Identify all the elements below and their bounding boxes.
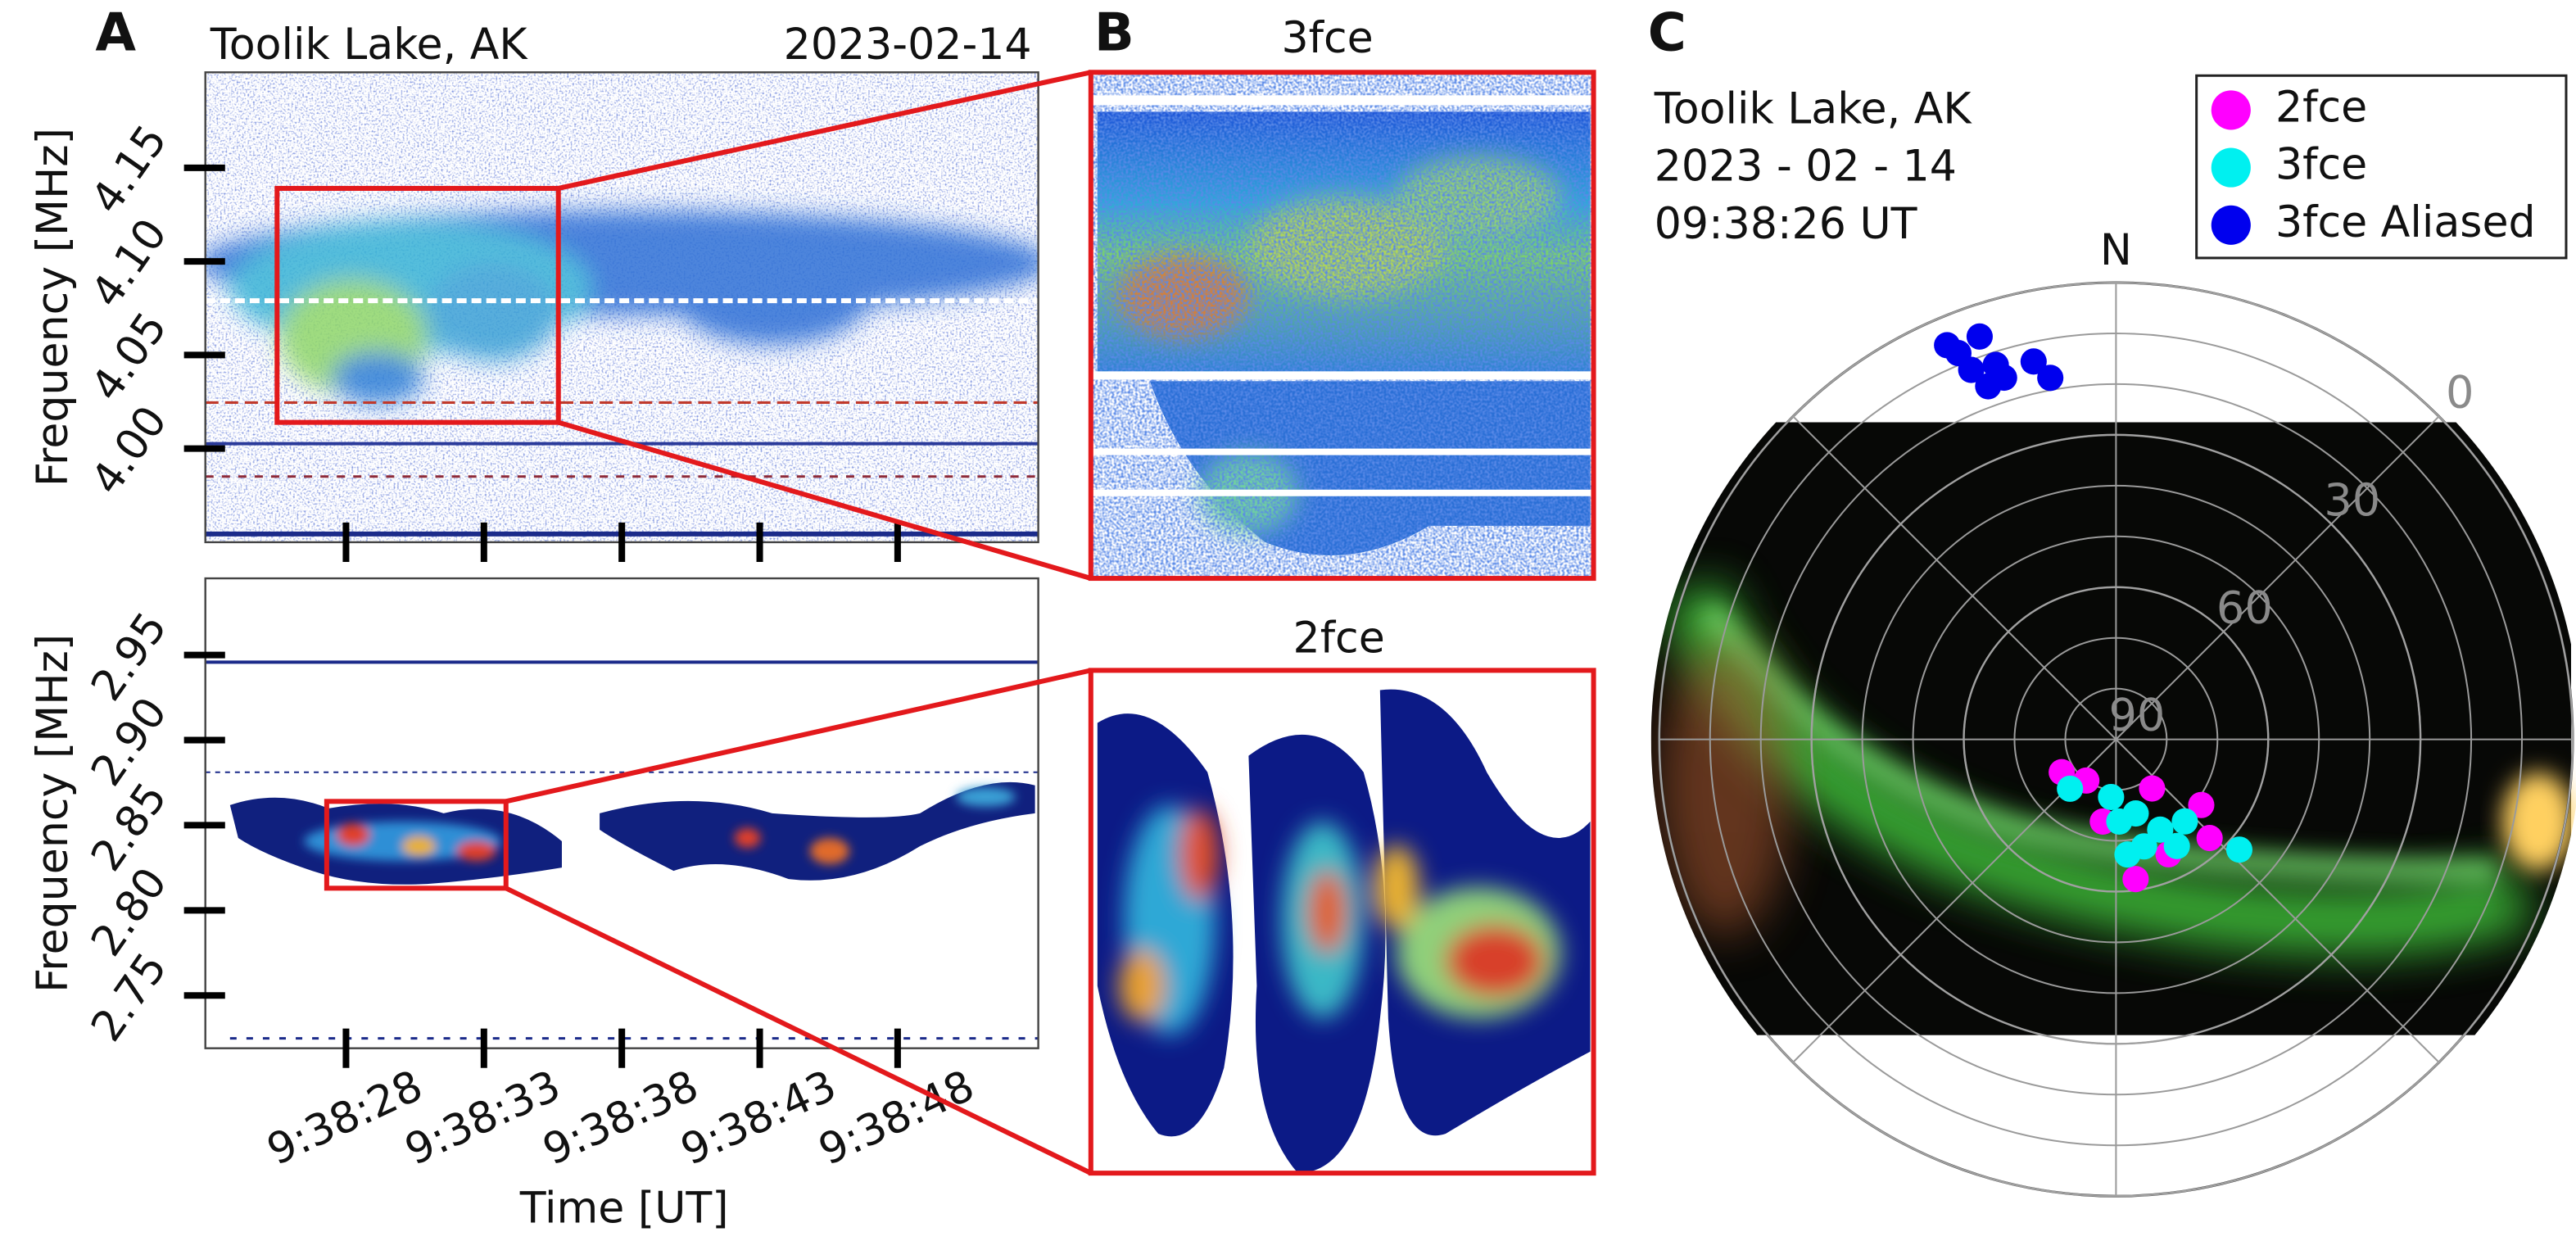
y-tick-label: 2.90 xyxy=(82,689,177,795)
point xyxy=(2122,866,2149,893)
zoom-3fce xyxy=(1090,72,1594,579)
r-tick xyxy=(1810,433,2422,1045)
r-tick-label: 30 xyxy=(2324,474,2380,526)
zoom-box xyxy=(274,185,561,425)
x-tick-label: 9:38:33 xyxy=(398,1062,568,1175)
x-tick-label: 9:38:28 xyxy=(260,1062,429,1175)
allsky-image xyxy=(1650,422,2574,1035)
frame xyxy=(1088,668,1596,1176)
point xyxy=(2163,832,2190,859)
point xyxy=(2057,775,2084,802)
point xyxy=(2020,348,2047,375)
point xyxy=(2147,816,2174,843)
point xyxy=(2122,799,2149,827)
point xyxy=(2037,365,2064,392)
zoom-connector xyxy=(505,885,1093,1175)
chart-title: 3fce xyxy=(1282,14,1374,63)
panel-label: C xyxy=(1648,2,1686,64)
y-axis-label: Frequency [MHz] xyxy=(29,634,78,993)
chart-subtitle: 2023-02-14 xyxy=(784,20,1032,70)
frame xyxy=(1088,70,1596,582)
point xyxy=(2171,808,2198,835)
legend-swatch xyxy=(2211,147,2251,188)
zoom-box xyxy=(324,799,509,891)
spectrogram-bottom xyxy=(205,578,1039,1049)
x-tick-label: 9:38:38 xyxy=(536,1062,705,1175)
info-text: 2023 - 02 - 14 xyxy=(1655,143,1957,192)
y-tick-label: 2.80 xyxy=(82,859,177,965)
zoom-connector xyxy=(505,668,1092,804)
y-tick-label: 2.75 xyxy=(82,944,177,1050)
legend-label: 3fce Aliased xyxy=(2275,198,2536,247)
y-tick-label: 2.85 xyxy=(82,774,177,880)
north-label: N xyxy=(2100,226,2132,275)
panel-label: A xyxy=(95,2,136,64)
r-tick xyxy=(1963,586,2270,893)
x-tick-label: 9:38:43 xyxy=(674,1062,844,1175)
polar-spoke xyxy=(2115,415,2440,741)
point xyxy=(2098,783,2125,811)
legend-label: 3fce xyxy=(2275,141,2367,190)
point xyxy=(2225,836,2253,863)
point xyxy=(1990,365,2017,392)
r-tick-label: 0 xyxy=(2446,366,2474,418)
point xyxy=(1966,323,1993,350)
spectrogram-top xyxy=(205,72,1039,542)
y-tick-label: 2.95 xyxy=(82,604,177,709)
chart-title: 2fce xyxy=(1293,614,1385,663)
r-tick xyxy=(1658,281,2574,1198)
point xyxy=(2114,841,2141,868)
y-tick-label: 4.10 xyxy=(82,211,177,316)
x-axis-label: Time [UT] xyxy=(519,1184,729,1233)
panel-label: B xyxy=(1094,2,1134,64)
point xyxy=(1944,340,1972,367)
legend-swatch xyxy=(2211,90,2251,130)
point xyxy=(2196,825,2223,852)
r-tick-label: 60 xyxy=(2216,582,2273,633)
point xyxy=(2139,775,2166,802)
polar-spoke xyxy=(1792,415,2117,741)
zoom-connector xyxy=(558,70,1092,191)
y-tick-label: 4.15 xyxy=(82,116,177,222)
legend-box xyxy=(2195,74,2568,260)
info-text: Toolik Lake, AK xyxy=(1654,84,1973,134)
legend-swatch xyxy=(2211,205,2251,245)
zoom-connector xyxy=(557,419,1092,581)
y-axis-label: Frequency [MHz] xyxy=(29,128,78,487)
point xyxy=(2188,791,2215,818)
chart-title: Toolik Lake, AK xyxy=(210,20,529,70)
polar-spoke xyxy=(2115,738,2440,1063)
r-tick-label: 90 xyxy=(2108,690,2165,741)
legend-label: 2fce xyxy=(2275,83,2367,132)
y-tick-label: 4.05 xyxy=(82,304,177,410)
zoom-2fce xyxy=(1090,670,1594,1174)
info-text: 09:38:26 UT xyxy=(1655,200,1917,249)
y-tick-label: 4.00 xyxy=(82,397,177,503)
